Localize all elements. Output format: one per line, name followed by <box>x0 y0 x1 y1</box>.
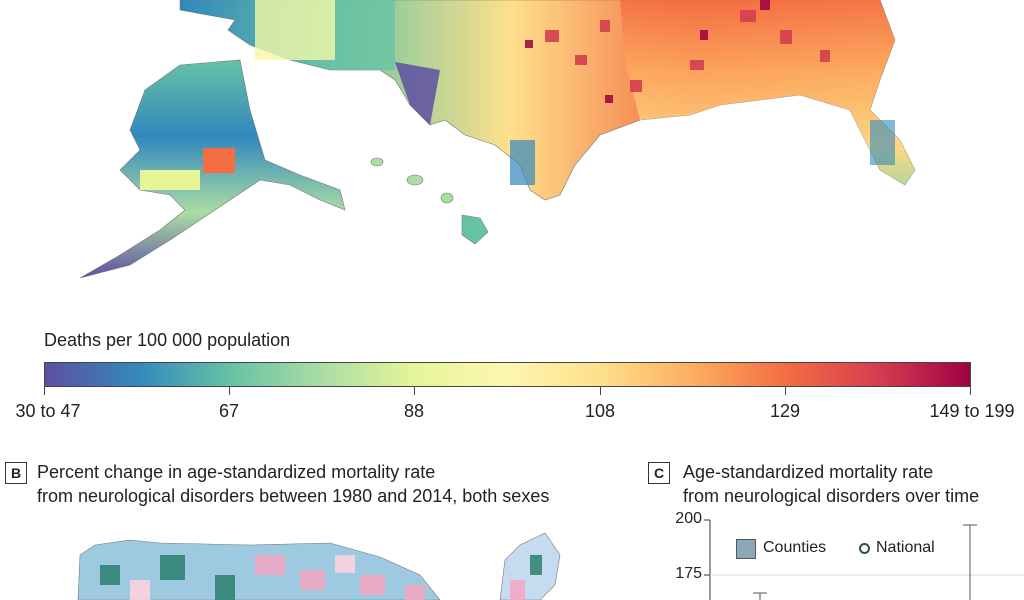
scale-label: 129 <box>769 401 801 421</box>
scale-tick <box>414 387 415 395</box>
color-scale-bar <box>44 362 971 387</box>
national-legend-marker <box>859 543 870 554</box>
scale-tick <box>970 387 971 395</box>
scale-tick <box>44 387 45 395</box>
national-legend-label: National <box>876 539 935 556</box>
y-tick-label: 200 <box>675 510 702 527</box>
mortality-over-time-chart <box>704 519 1024 600</box>
counties-legend-label: Counties <box>763 539 827 556</box>
panel-c-badge: C <box>648 462 670 484</box>
panel-b-title-line1: Percent change in age-standardized morta… <box>37 462 436 482</box>
panel-b-title-line2: from neurological disorders between 1980… <box>37 486 550 506</box>
southeast-region <box>620 0 915 185</box>
scale-label: 149 to 199 <box>929 401 1015 421</box>
legend-title: Deaths per 100 000 population <box>44 330 291 350</box>
scale-tick <box>600 387 601 395</box>
y-tick-label: 175 <box>675 565 702 582</box>
counties-legend-swatch <box>736 539 756 559</box>
mortality-rate-map <box>79 0 916 279</box>
panel-b-title: Percent change in age-standardized morta… <box>37 460 549 508</box>
panel-c-title-line2: from neurological disorders over time <box>683 486 980 506</box>
panel-c-title-line1: Age-standardized mortality rate <box>683 462 934 482</box>
panel-b-badge: B <box>5 462 27 484</box>
scale-label: 67 <box>218 401 240 421</box>
scale-tick <box>785 387 786 395</box>
scale-label: 30 to 47 <box>15 401 81 421</box>
scale-tick <box>229 387 230 395</box>
scale-label: 88 <box>403 401 425 421</box>
percent-change-map <box>77 532 561 600</box>
scale-label: 108 <box>584 401 616 421</box>
panel-c-title: Age-standardized mortality rate from neu… <box>683 460 979 508</box>
hawaii-region <box>370 157 489 245</box>
